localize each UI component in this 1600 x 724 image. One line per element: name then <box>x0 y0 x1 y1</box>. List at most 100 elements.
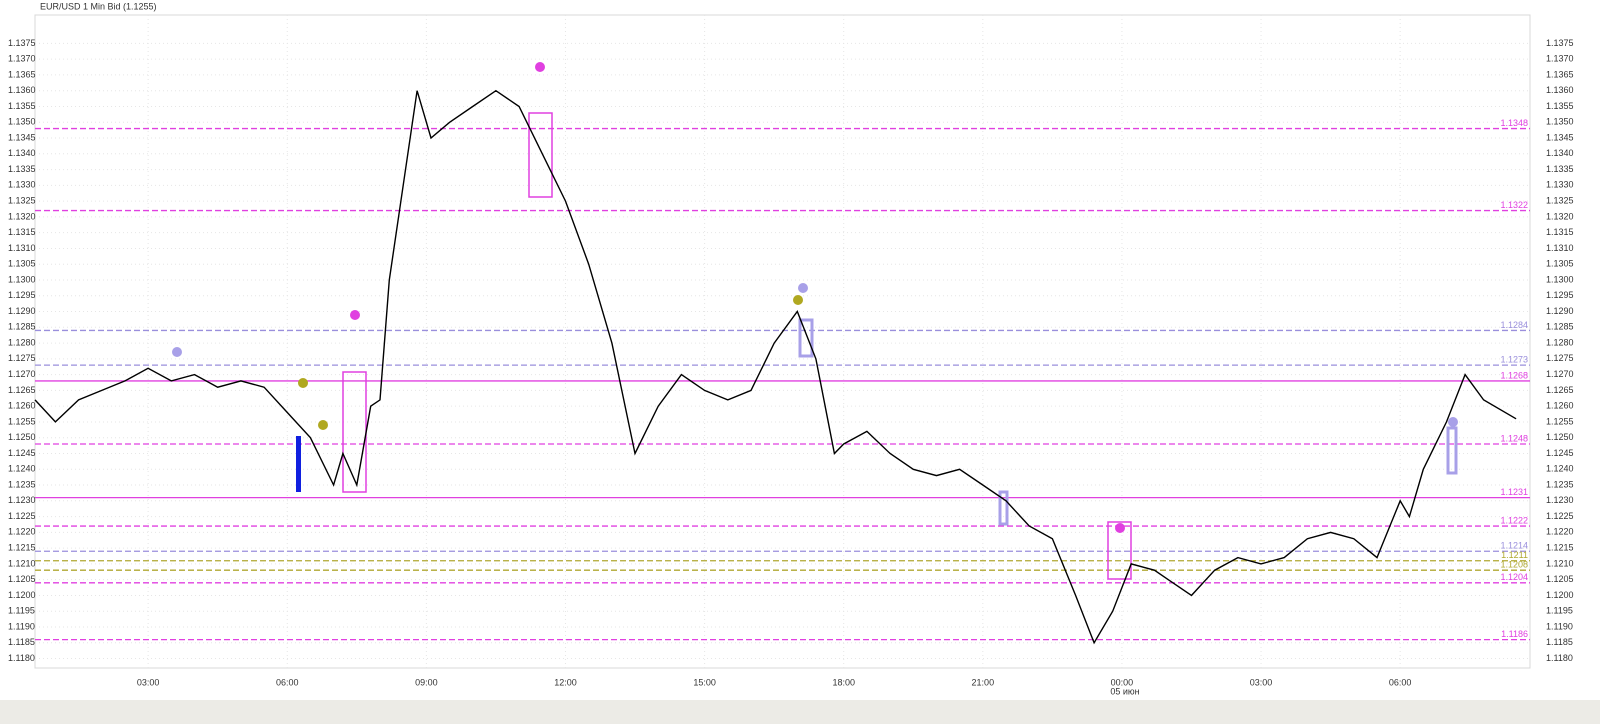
y-tick-label-right: 1.1300 <box>1546 274 1574 284</box>
marker <box>535 62 545 72</box>
y-tick-label: 1.1295 <box>8 290 36 300</box>
marker <box>1115 523 1125 533</box>
y-tick-label-right: 1.1260 <box>1546 401 1574 411</box>
y-tick-label: 1.1290 <box>8 306 36 316</box>
y-tick-label-right: 1.1265 <box>1546 385 1574 395</box>
y-tick-label-right: 1.1360 <box>1546 85 1574 95</box>
x-tick-label: 03:00 <box>137 677 160 687</box>
y-tick-label-right: 1.1240 <box>1546 464 1574 474</box>
x-tick-label: 06:00 <box>1389 677 1412 687</box>
level-label: 1.1186 <box>1501 629 1528 639</box>
y-tick-label-right: 1.1245 <box>1546 448 1574 458</box>
level-label: 1.1222 <box>1500 515 1528 525</box>
signal-bar <box>296 436 301 492</box>
y-tick-label-right: 1.1270 <box>1546 369 1574 379</box>
annotations <box>172 62 1458 580</box>
y-tick-label: 1.1310 <box>8 243 36 253</box>
y-tick-label-right: 1.1340 <box>1546 148 1574 158</box>
y-tick-label-right: 1.1280 <box>1546 337 1574 347</box>
y-tick-label-right: 1.1290 <box>1546 306 1574 316</box>
y-tick-label: 1.1375 <box>8 38 36 48</box>
x-tick-label: 18:00 <box>832 677 855 687</box>
marker <box>798 283 808 293</box>
zone-box <box>1107 521 1132 580</box>
y-tick-label: 1.1220 <box>8 527 36 537</box>
y-tick-label-right: 1.1205 <box>1546 574 1574 584</box>
y-tick-label-right: 1.1185 <box>1546 637 1573 647</box>
y-tick-label-right: 1.1295 <box>1546 290 1574 300</box>
marker <box>318 420 328 430</box>
signal-box <box>798 318 814 358</box>
x-tick-label: 09:00 <box>415 677 438 687</box>
y-tick-label: 1.1300 <box>8 274 36 284</box>
price-line <box>34 89 1517 645</box>
y-tick-label-right: 1.1365 <box>1546 69 1574 79</box>
y-tick-label: 1.1240 <box>8 464 36 474</box>
level-label: 1.1208 <box>1500 560 1528 570</box>
y-tick-label: 1.1205 <box>8 574 36 584</box>
y-tick-label: 1.1185 <box>8 637 35 647</box>
y-tick-label: 1.1260 <box>8 401 36 411</box>
date-label: 05 июн <box>1110 686 1139 696</box>
plot-frame <box>34 14 1531 669</box>
y-tick-label-right: 1.1200 <box>1546 590 1574 600</box>
y-tick-label-right: 1.1250 <box>1546 432 1574 442</box>
x-tick-label: 21:00 <box>972 677 995 687</box>
y-tick-label-right: 1.1355 <box>1546 101 1574 111</box>
chart-title: EUR/USD 1 Min Bid (1.1255) <box>40 1 157 11</box>
signal-box <box>998 490 1009 526</box>
y-tick-label-right: 1.1335 <box>1546 164 1574 174</box>
level-label: 1.1348 <box>1500 118 1528 128</box>
level-label: 1.1211 <box>1501 550 1528 560</box>
y-tick-label: 1.1230 <box>8 495 36 505</box>
y-tick-label: 1.1355 <box>8 101 36 111</box>
y-tick-label-right: 1.1235 <box>1546 479 1574 489</box>
y-tick-label: 1.1320 <box>8 211 36 221</box>
y-tick-label: 1.1305 <box>8 259 36 269</box>
y-tick-label: 1.1350 <box>8 117 36 127</box>
level-label: 1.1214 <box>1500 541 1528 551</box>
y-tick-label-right: 1.1215 <box>1546 543 1574 553</box>
y-tick-label-right: 1.1190 <box>1546 621 1573 631</box>
y-tick-label-right: 1.1255 <box>1546 416 1574 426</box>
x-tick-label: 15:00 <box>693 677 716 687</box>
x-tick-label: 12:00 <box>554 677 577 687</box>
y-tick-label: 1.1235 <box>8 479 36 489</box>
y-tick-label: 1.1265 <box>8 385 36 395</box>
x-tick-label: 03:00 <box>1250 677 1273 687</box>
y-tick-label: 1.1360 <box>8 85 36 95</box>
x-tick-label: 06:00 <box>276 677 299 687</box>
y-tick-label: 1.1225 <box>8 511 36 521</box>
y-tick-label: 1.1340 <box>8 148 36 158</box>
y-tick-label-right: 1.1345 <box>1546 132 1574 142</box>
y-tick-label-right: 1.1315 <box>1546 227 1574 237</box>
y-tick-label: 1.1180 <box>8 653 35 663</box>
y-tick-label-right: 1.1330 <box>1546 180 1574 190</box>
y-tick-label-right: 1.1225 <box>1546 511 1574 521</box>
level-label: 1.1284 <box>1500 320 1528 330</box>
y-tick-label: 1.1275 <box>8 353 36 363</box>
y-tick-label-right: 1.1195 <box>1546 606 1573 616</box>
level-label: 1.1231 <box>1500 487 1528 497</box>
level-label: 1.1248 <box>1500 433 1528 443</box>
y-tick-label-right: 1.1325 <box>1546 195 1574 205</box>
y-tick-label: 1.1325 <box>8 195 36 205</box>
y-tick-label-right: 1.1320 <box>1546 211 1574 221</box>
y-tick-label: 1.1190 <box>8 621 35 631</box>
y-tick-label: 1.1345 <box>8 132 36 142</box>
marker <box>298 378 308 388</box>
y-tick-label-right: 1.1305 <box>1546 259 1574 269</box>
y-tick-label-right: 1.1210 <box>1546 558 1574 568</box>
marker <box>1448 417 1458 427</box>
x-tick-label: 00:00 <box>1111 677 1134 687</box>
y-tick-label: 1.1330 <box>8 180 36 190</box>
marker <box>793 295 803 305</box>
signal-box <box>1446 426 1458 475</box>
y-tick-label-right: 1.1375 <box>1546 38 1574 48</box>
y-tick-label: 1.1335 <box>8 164 36 174</box>
y-tick-label: 1.1195 <box>8 606 35 616</box>
y-tick-label-right: 1.1350 <box>1546 117 1574 127</box>
status-bar <box>0 700 1600 724</box>
